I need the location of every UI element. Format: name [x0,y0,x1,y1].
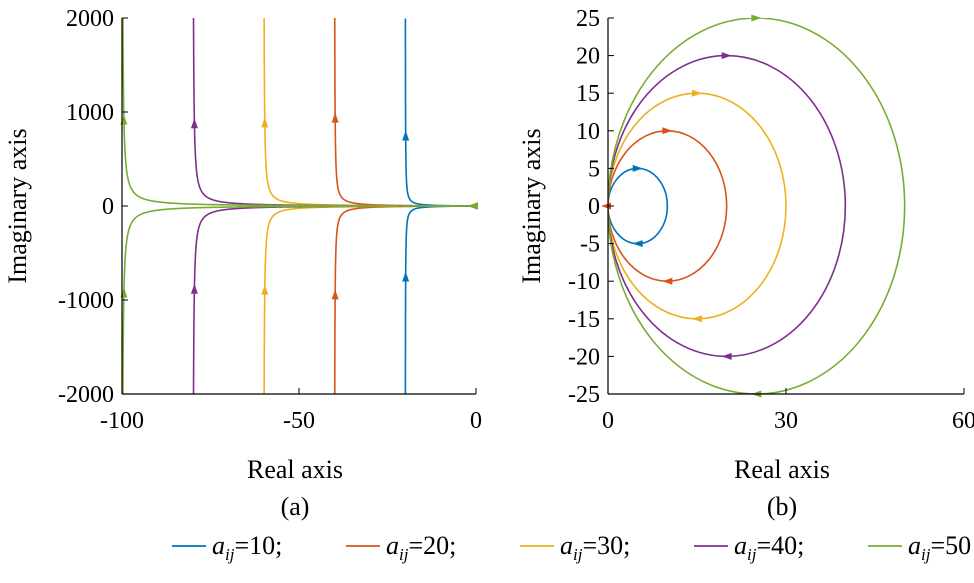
series-b-4-top-arrow [721,52,732,60]
panel-a-xtick-label: 0 [470,408,482,434]
panel-a-ytick-label: -2000 [58,382,114,408]
series-b-2-top-arrow [662,127,673,135]
series-a-5-upper [122,18,476,207]
panel-b-ytick-label: 0 [588,194,600,220]
panel-b-arrows [601,14,762,398]
series-b-4-bottom-arrow [721,352,732,360]
panel-b-xlabel: Real axis [734,455,830,484]
panel-b-ytick-label: 20 [576,44,600,70]
series-b-3-top-arrow [692,89,702,97]
series-b-1-top-arrow [632,164,643,172]
panel-b-caption: (b) [767,492,797,521]
series-a-3-lower-arrow [261,284,269,295]
panel-a-curves [122,18,476,394]
series-a-3-upper-arrow [261,117,269,128]
series-b-2-bottom-arrow [662,277,673,285]
series-a-4-lower-arrow [190,283,198,294]
legend: aij=10; aij=20; aij=30; aij=40; aij=50 [172,531,971,564]
panel-b-ytick-label: -20 [568,344,600,370]
panel-a: -100 -50 0 2000 1000 0 -1000 -2000 Real axis Im… [3,6,482,521]
series-a-1-upper-arrow [402,130,410,141]
panel-a-ytick-label: 1000 [66,100,114,126]
panel-b-ytick-label: -5 [580,232,600,258]
legend-label-2: aij=20; [386,531,456,564]
legend-label-1: aij=10; [212,531,282,564]
panel-b-ytick-label: -25 [568,382,600,408]
series-b-5-top-arrow [751,14,762,22]
panel-b-curves [608,18,906,394]
panel-a-ytick-label: 0 [102,194,114,220]
panel-a-ytick-label: 2000 [66,6,114,32]
panel-b-xtick-label: 30 [774,408,798,434]
series-a-5-origin-arrow [467,202,478,210]
series-a-2-lower-arrow [331,289,339,300]
panel-b-xtick-label: 0 [602,408,614,434]
panel-a-caption: (a) [281,492,310,521]
series-a-3-upper [263,18,476,207]
series-b-3-bottom-arrow [692,315,702,323]
series-b-5 [608,18,906,394]
series-b-1 [608,167,669,245]
legend-label-3: aij=30; [560,531,630,564]
legend-label-5: aij=50 [908,531,971,564]
panel-b-ylabel: Imaginary axis [517,128,546,283]
panel-b-xtick-label: 60 [952,408,974,434]
series-b-3 [608,92,787,320]
panel-a-ylabel: Imaginary axis [3,128,32,283]
panel-b-ytick-label: 15 [576,81,600,107]
series-a-5-lower [122,205,476,394]
panel-a-ytick-label: -1000 [58,288,114,314]
legend-label-4: aij=40; [734,531,804,564]
panel-a-xtick-label: -100 [100,408,144,434]
panel-a-xlabel: Real axis [247,455,343,484]
panel-b-ytick-label: -15 [568,307,600,333]
panel-b-ytick-label: -10 [568,269,600,295]
panel-b-ytick-label: 5 [588,156,600,182]
panel-b-ticks: 0 30 60 25 20 15 10 5 0 -5 -10 -15 -20 -25 [568,6,974,434]
series-b-1-bottom-arrow [632,240,643,248]
series-a-1-upper [404,18,476,207]
panel-b-ytick-label: 25 [576,6,600,32]
series-a-1-lower [404,205,476,394]
series-a-3-lower [263,205,476,394]
series-a-1-lower-arrow [402,271,410,282]
panel-a-ticks: -100 -50 0 2000 1000 0 -1000 -2000 [58,6,482,434]
series-a-4-upper-arrow [190,118,198,129]
series-a-2-upper-arrow [331,112,339,123]
panel-a-xtick-label: -50 [283,408,315,434]
panel-b-ytick-label: 10 [576,119,600,145]
